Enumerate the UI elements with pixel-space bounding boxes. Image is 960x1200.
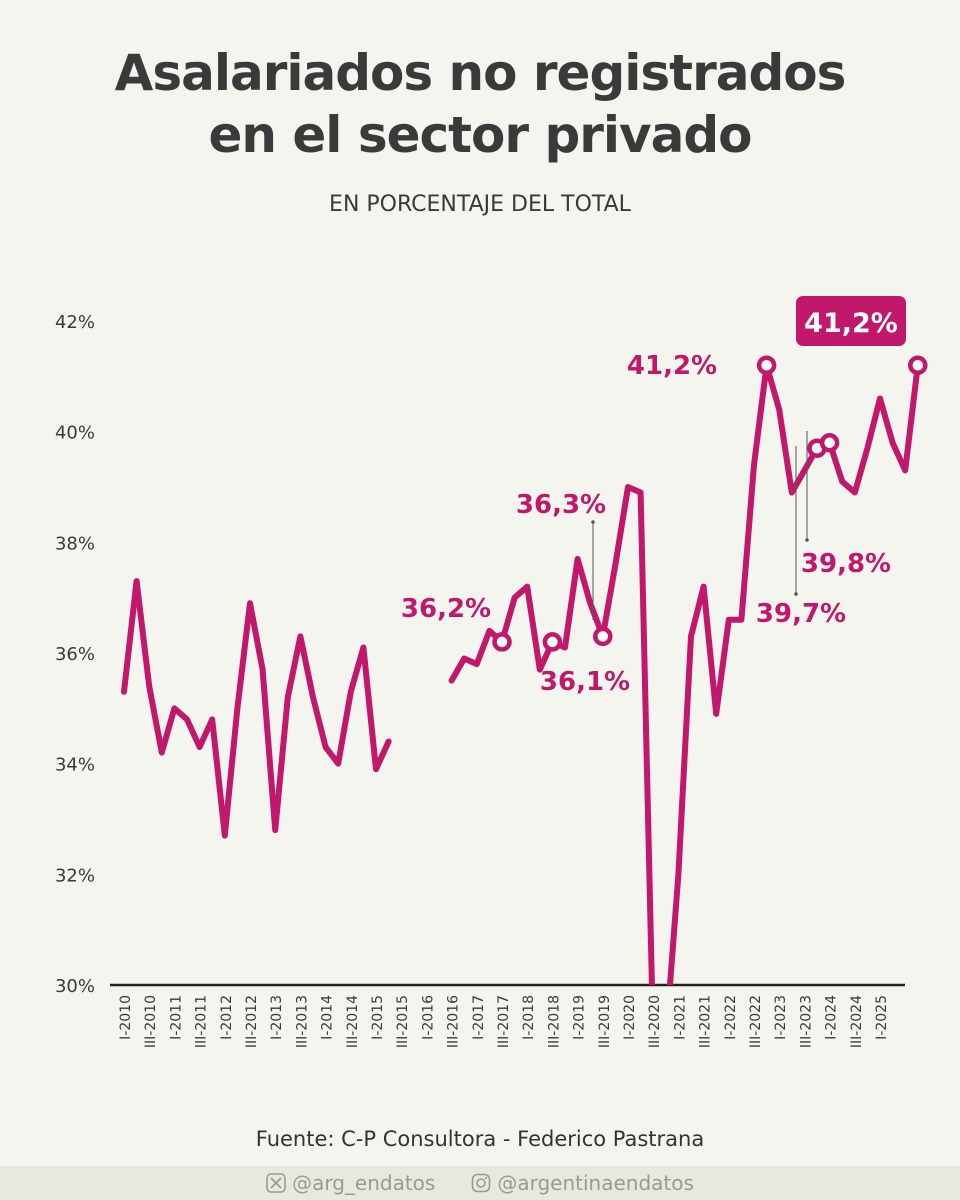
x-tick-label: III-2017	[496, 995, 512, 1048]
x-tick-label: III-2023	[798, 995, 814, 1048]
x-tick-label: I-2023	[773, 995, 789, 1040]
annotation-leader-dot	[591, 520, 595, 524]
instagram-icon	[471, 1173, 491, 1193]
line-chart: 30% 32% 34% 36% 38% 40% 42% I-2010 III-2010 I-201…	[55, 296, 928, 1048]
x-tick-label: III-2019	[597, 995, 613, 1048]
annotation-label: 41,2%	[627, 351, 717, 381]
x-tick-label: I-2012	[219, 995, 235, 1040]
annotation-label: 39,7%	[756, 599, 846, 629]
x-tick-label: I-2019	[572, 995, 588, 1040]
x-tick-label: I-2010	[118, 995, 134, 1040]
instagram-handle-text: @argentinaendatos	[497, 1171, 694, 1195]
x-tick-label: I-2020	[622, 995, 638, 1040]
x-tick-label: III-2013	[294, 995, 310, 1048]
annotation-leader-dot	[794, 592, 798, 596]
x-tick-label: I-2025	[874, 995, 890, 1040]
annotation-label: 36,1%	[540, 667, 630, 697]
highlight-marker	[593, 626, 613, 647]
x-tick-label: I-2018	[521, 995, 537, 1040]
annotation-leader-dot	[805, 538, 809, 542]
y-tick-label: 36%	[55, 644, 95, 665]
x-tick-label: I-2015	[370, 995, 386, 1040]
x-tick-label: I-2017	[471, 995, 487, 1040]
x-tick-label: I-2013	[269, 995, 285, 1040]
highlight-marker	[756, 355, 777, 376]
twitter-handle[interactable]: @arg_endatos	[266, 1171, 435, 1195]
instagram-handle[interactable]: @argentinaendatos	[471, 1171, 694, 1195]
x-tick-label: III-2018	[546, 995, 562, 1048]
x-tick-label: III-2021	[698, 995, 714, 1048]
x-tick-label: III-2014	[345, 995, 361, 1048]
twitter-handle-text: @arg_endatos	[292, 1171, 436, 1195]
x-tick-label: I-2021	[672, 995, 688, 1040]
y-tick-label: 30%	[55, 976, 95, 997]
highlight-marker	[908, 355, 928, 376]
chart-title: Asalariados no registrados en el sector …	[0, 42, 960, 166]
x-tick-label: I-2014	[320, 995, 336, 1040]
x-tick-label: III-2011	[194, 995, 210, 1048]
annotation-label: 36,2%	[401, 594, 491, 624]
x-tick-label: III-2024	[849, 995, 865, 1048]
annotation-label: 39,8%	[801, 549, 891, 579]
series-segment	[448, 362, 921, 985]
x-tick-label: III-2015	[395, 995, 411, 1048]
x-tick-label: I-2022	[723, 995, 739, 1040]
y-tick-label: 32%	[55, 865, 95, 886]
x-tick-label: I-2016	[420, 995, 436, 1040]
highlight-marker	[492, 632, 512, 652]
latest-value-badge	[796, 296, 906, 346]
footer-bar: @arg_endatos @argentinaendatos	[0, 1166, 960, 1200]
x-tick-label: III-2022	[748, 995, 764, 1048]
x-tick-label: III-2012	[244, 995, 260, 1048]
y-tick-label: 40%	[55, 423, 95, 444]
y-tick-label: 42%	[55, 312, 95, 333]
highlight-marker	[819, 432, 840, 453]
chart-title-line-1: Asalariados no registrados	[114, 44, 847, 102]
x-tick-label: I-2024	[824, 995, 840, 1040]
series-line	[121, 362, 921, 985]
x-tick-label: III-2010	[143, 995, 159, 1048]
x-tick-label: I-2011	[168, 995, 184, 1040]
latest-value-text: 41,2%	[804, 308, 898, 339]
y-tick-label: 34%	[55, 755, 95, 776]
y-tick-label: 38%	[55, 533, 95, 554]
x-tick-label: III-2016	[446, 995, 462, 1048]
x-tick-label: III-2020	[647, 995, 663, 1048]
annotation-label: 36,3%	[516, 490, 606, 520]
x-twitter-icon	[266, 1173, 286, 1193]
source-note: Fuente: C-P Consultora - Federico Pastra…	[255, 1127, 705, 1151]
chart-title-line-2: en el sector privado	[208, 106, 752, 164]
chart-subtitle: EN PORCENTAJE DEL TOTAL	[329, 192, 631, 217]
highlight-marker	[542, 632, 563, 652]
series-segment	[121, 578, 392, 839]
